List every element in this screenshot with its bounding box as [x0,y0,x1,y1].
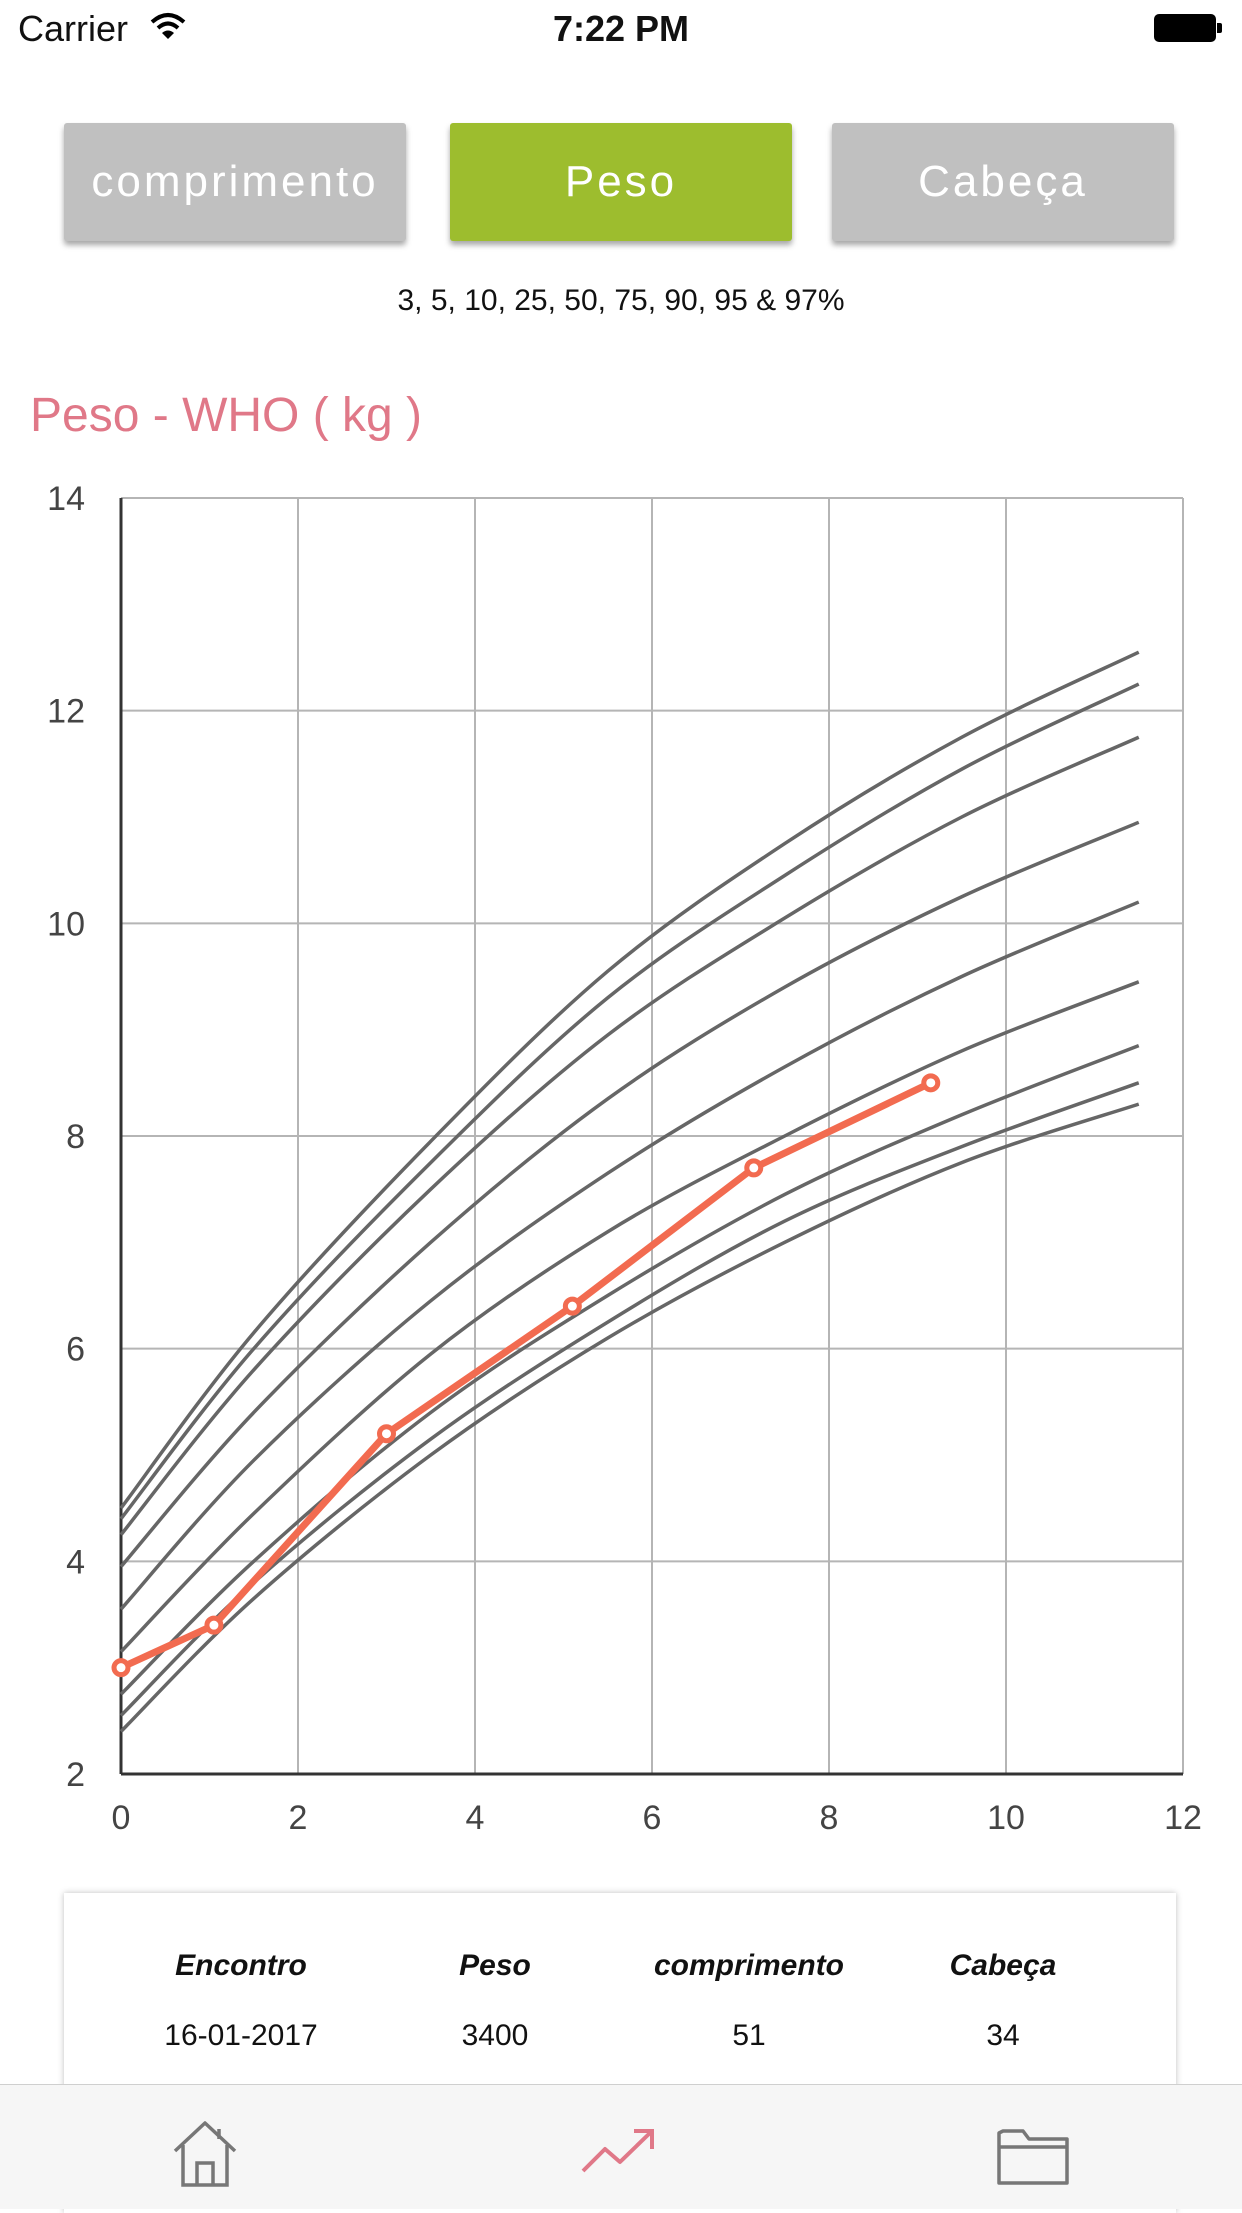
y-tick-label: 6 [66,1331,85,1369]
measured-weight-point [111,1658,131,1678]
segment-peso-button[interactable]: Peso [450,123,792,241]
table-header-row: Encontro Peso comprimento Cabeça [64,1949,1176,1983]
y-tick-label: 14 [47,480,85,518]
x-tick-label: 8 [820,1799,839,1837]
percentile-curve [119,900,1140,1611]
x-tick-label: 12 [1164,1799,1202,1837]
home-icon[interactable] [165,2113,245,2193]
y-tick-label: 10 [47,905,85,943]
table-row[interactable]: 16-01-2017 3400 51 34 [64,2019,1176,2053]
percentile-curve [119,1043,1140,1696]
measured-weight-point [562,1296,582,1316]
x-tick-label: 2 [289,1799,308,1837]
measured-weight-point [204,1615,224,1635]
x-tick-label: 0 [112,1799,131,1837]
percentile-curve [119,1081,1140,1717]
header-comprimento: comprimento [653,1949,845,1982]
percentile-curve [119,650,1140,1510]
carrier-label: Carrier [18,8,129,49]
measured-weight-point [744,1158,764,1178]
y-tick-label: 4 [66,1543,85,1581]
clock: 7:22 PM [552,8,690,49]
tab-bar [0,2084,1242,2209]
cell-encontro: 16-01-2017 [164,2019,318,2052]
percentile-curve [119,1102,1140,1733]
x-tick-label: 10 [987,1799,1025,1837]
percentile-curve [119,980,1140,1653]
wifi-icon [150,13,186,39]
chart-title: Peso - WHO ( kg ) [30,389,423,442]
y-tick-label: 2 [66,1756,85,1794]
y-tick-label: 8 [66,1118,85,1156]
status-bar: Carrier 7:22 PM [0,0,1242,60]
percentile-curve [119,682,1140,1520]
trending-up-icon[interactable] [580,2113,660,2193]
y-tick-label: 12 [47,693,85,731]
percentile-curve [119,735,1140,1536]
x-tick-label: 6 [643,1799,662,1837]
segment-cabeca-button[interactable]: Cabeça [832,123,1174,241]
folder-icon[interactable] [993,2113,1073,2193]
cell-cabeca: 34 [986,2019,1020,2052]
header-encontro: Encontro [175,1949,307,1982]
header-cabeca: Cabeça [949,1949,1057,1982]
battery-icon [1154,14,1224,44]
cell-comprimento: 51 [732,2019,766,2052]
x-tick-label: 4 [466,1799,485,1837]
percentile-curve [119,820,1140,1568]
cell-peso: 3400 [461,2019,529,2052]
measured-weight-point [921,1073,941,1093]
segment-comprimento-button[interactable]: comprimento [64,123,406,241]
measured-weight-line [119,1079,933,1671]
measured-weight-point [377,1424,396,1444]
header-peso: Peso [459,1949,531,1982]
percentiles-caption: 3, 5, 10, 25, 50, 75, 90, 95 & 97% [397,284,845,317]
